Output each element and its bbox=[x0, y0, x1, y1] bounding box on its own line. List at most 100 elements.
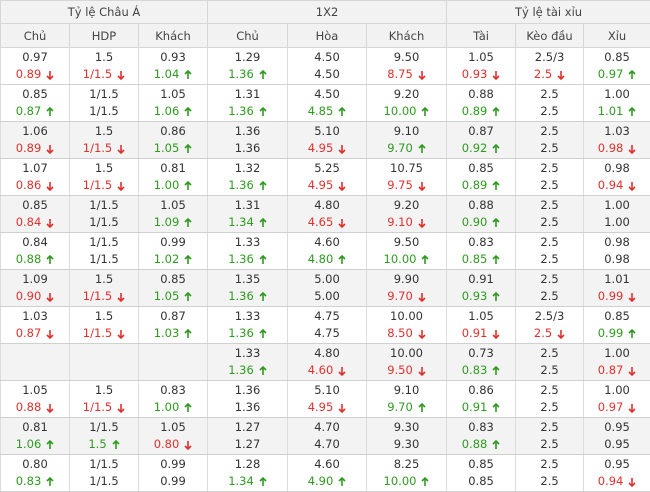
current-odds: 1.02 bbox=[154, 251, 180, 268]
trend-arrow-up bbox=[184, 255, 192, 265]
current-line: 0.87 bbox=[1, 103, 69, 120]
opening-line: 0.99 bbox=[139, 456, 207, 473]
opening-line: 0.83 bbox=[447, 234, 515, 251]
current-line: 0.99 bbox=[139, 473, 207, 490]
opening-line: 0.73 bbox=[447, 345, 515, 362]
opening-odds: 2.5/3 bbox=[535, 49, 564, 66]
trend-arrow-down bbox=[557, 70, 565, 80]
current-line: 1.03 bbox=[139, 325, 207, 342]
current-odds: 0.99 bbox=[160, 473, 186, 490]
opening-odds: 1.00 bbox=[604, 86, 630, 103]
opening-line: 0.87 bbox=[447, 123, 515, 140]
current-line: 0.80 bbox=[139, 436, 207, 453]
opening-odds: 5.10 bbox=[314, 123, 340, 140]
opening-odds: 9.30 bbox=[394, 419, 420, 436]
current-odds: 0.97 bbox=[598, 399, 624, 416]
trend-arrow-up bbox=[492, 403, 500, 413]
opening-line: 0.84 bbox=[1, 234, 69, 251]
opening-line: 1.03 bbox=[1, 308, 69, 325]
trend-arrow-down bbox=[418, 292, 426, 302]
opening-line: 1.06 bbox=[1, 123, 69, 140]
current-odds: 1.36 bbox=[228, 288, 254, 305]
trend-arrow-down bbox=[418, 329, 426, 339]
opening-line: 10.00 bbox=[367, 308, 446, 325]
opening-line: 1.36 bbox=[208, 123, 287, 140]
opening-odds: 2.5 bbox=[540, 197, 558, 214]
opening-odds: 0.95 bbox=[604, 419, 630, 436]
current-odds: 2.5 bbox=[540, 140, 558, 157]
opening-odds: 2.5 bbox=[540, 86, 558, 103]
current-line: 1/1.5 bbox=[70, 399, 138, 416]
opening-line: 1.00 bbox=[584, 197, 650, 214]
opening-odds: 2.5/3 bbox=[535, 308, 564, 325]
current-odds: 0.87 bbox=[598, 362, 624, 379]
trend-arrow-up bbox=[184, 329, 192, 339]
trend-arrow-down bbox=[492, 329, 500, 339]
opening-odds: 0.87 bbox=[468, 123, 494, 140]
opening-line: 1.33 bbox=[208, 234, 287, 251]
opening-line: 4.80 bbox=[288, 345, 366, 362]
group-header: Tỷ lệ tài xỉu bbox=[447, 1, 650, 24]
opening-odds: 8.25 bbox=[394, 456, 420, 473]
current-odds: 4.80 bbox=[308, 251, 334, 268]
current-odds: 1.36 bbox=[228, 362, 254, 379]
current-line: 1.34 bbox=[208, 214, 287, 231]
trend-arrow-down bbox=[338, 144, 346, 154]
current-line: 0.95 bbox=[584, 436, 650, 453]
current-line: 4.90 bbox=[288, 473, 366, 490]
trend-arrow-up bbox=[259, 366, 267, 376]
current-odds: 9.10 bbox=[387, 214, 413, 231]
current-odds: 10.00 bbox=[384, 473, 417, 490]
current-odds: 1.00 bbox=[154, 399, 180, 416]
current-line: 0.90 bbox=[1, 288, 69, 305]
current-odds: 0.86 bbox=[16, 177, 42, 194]
opening-line: 5.10 bbox=[288, 123, 366, 140]
opening-odds: 2.5 bbox=[540, 234, 558, 251]
opening-line: 0.85 bbox=[139, 271, 207, 288]
current-odds: 2.5 bbox=[540, 473, 558, 490]
opening-line: 1.33 bbox=[208, 308, 287, 325]
current-odds: 2.5 bbox=[540, 436, 558, 453]
opening-odds: 9.10 bbox=[394, 382, 420, 399]
opening-odds: 0.88 bbox=[468, 86, 494, 103]
opening-line: 9.10 bbox=[367, 382, 446, 399]
current-odds: 1.03 bbox=[154, 325, 180, 342]
opening-line: 4.80 bbox=[288, 197, 366, 214]
opening-odds: 5.10 bbox=[314, 382, 340, 399]
opening-odds: 4.60 bbox=[314, 234, 340, 251]
opening-odds: 1.01 bbox=[604, 271, 630, 288]
opening-odds: 1.27 bbox=[235, 419, 261, 436]
trend-arrow-up bbox=[492, 107, 500, 117]
current-odds: 0.88 bbox=[462, 436, 488, 453]
opening-line: 4.60 bbox=[288, 234, 366, 251]
trend-arrow-up bbox=[259, 70, 267, 80]
opening-line: 1.05 bbox=[139, 86, 207, 103]
opening-odds: 0.80 bbox=[22, 456, 48, 473]
current-line: 0.99 bbox=[584, 288, 650, 305]
opening-line: 4.75 bbox=[288, 308, 366, 325]
trend-arrow-down bbox=[117, 329, 125, 339]
trend-arrow-up bbox=[259, 181, 267, 191]
current-odds: 1.01 bbox=[598, 103, 624, 120]
opening-line: 5.10 bbox=[288, 382, 366, 399]
opening-odds: 1.32 bbox=[235, 160, 261, 177]
opening-odds: 4.75 bbox=[314, 308, 340, 325]
opening-odds: 1.07 bbox=[22, 160, 48, 177]
current-line: 9.30 bbox=[367, 436, 446, 453]
opening-odds: 1.05 bbox=[160, 419, 186, 436]
